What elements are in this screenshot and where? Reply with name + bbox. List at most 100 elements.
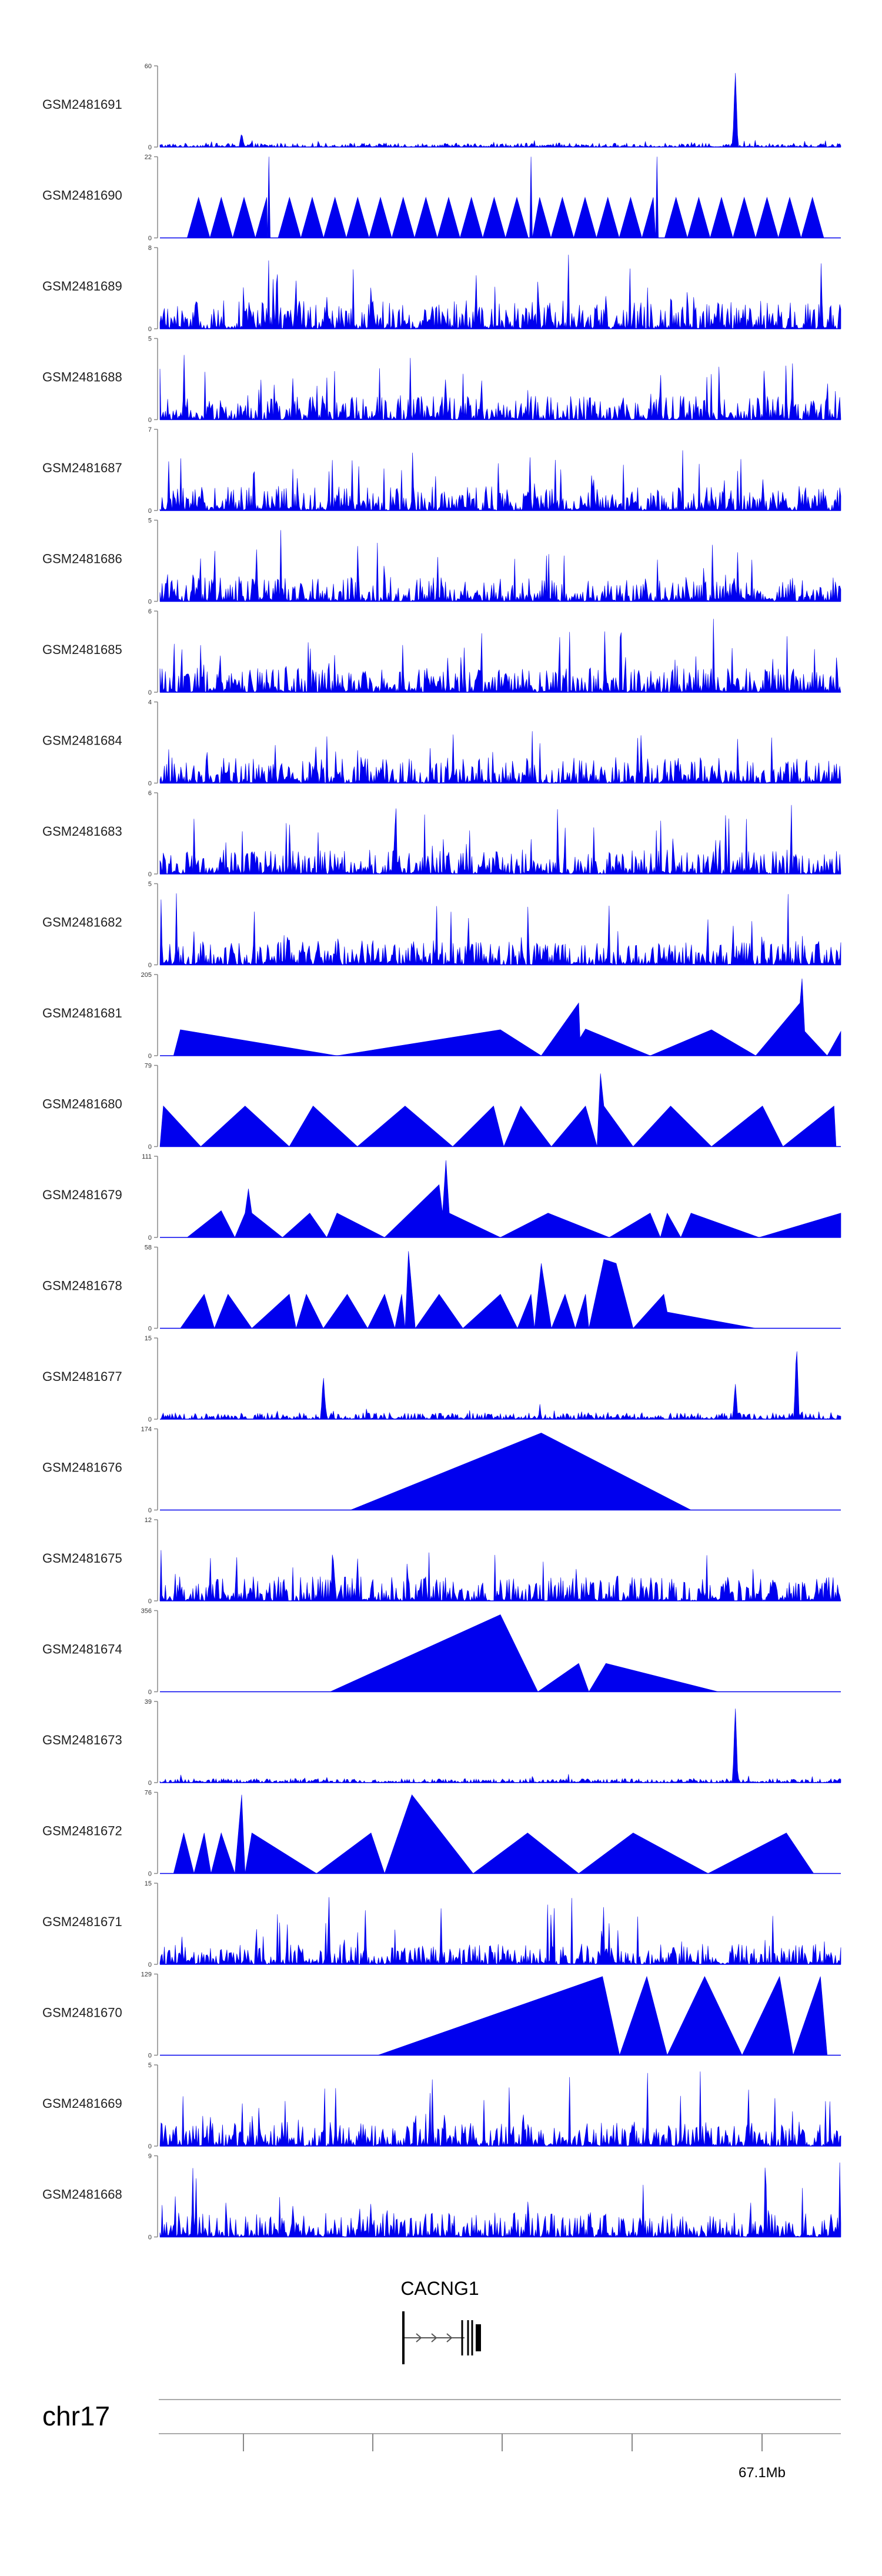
track-label: GSM2481669 (42, 2096, 122, 2111)
y-min-label: 0 (148, 1144, 152, 1151)
axis-position-label: 67.1Mb (739, 2465, 786, 2481)
gene-model: CACNG1 (400, 2278, 481, 2364)
track-label: GSM2481676 (42, 1460, 122, 1475)
coverage-area (159, 1073, 837, 1147)
y-max-label: 4 (148, 699, 152, 706)
track-label: GSM2481679 (42, 1187, 122, 1202)
coverage-area (350, 1433, 691, 1510)
y-max-label: 5 (148, 881, 152, 888)
y-min-label: 0 (148, 599, 152, 606)
track-label: GSM2481691 (42, 97, 122, 112)
coverage-area (159, 1351, 841, 1420)
coverage-area (159, 2071, 841, 2147)
track-GSM2481676: GSM2481676 174 0 (42, 1426, 841, 1514)
track-label: GSM2481682 (42, 915, 122, 930)
y-max-label: 5 (148, 2062, 152, 2069)
track-GSM2481683: GSM2481683 6 0 (42, 790, 841, 878)
track-GSM2481674: GSM2481674 356 0 (42, 1608, 841, 1696)
track-GSM2481680: GSM2481680 79 0 (42, 1063, 841, 1151)
track-GSM2481687: GSM2481687 7 0 (42, 426, 841, 515)
y-min-label: 0 (148, 1416, 152, 1423)
y-max-label: 6 (148, 790, 152, 797)
track-label: GSM2481688 (42, 370, 122, 385)
coverage-area (330, 1614, 719, 1693)
y-min-label: 0 (148, 780, 152, 788)
track-label: GSM2481670 (42, 2006, 122, 2020)
y-max-label: 174 (141, 1426, 152, 1433)
axis-ticks (243, 2434, 763, 2451)
y-max-label: 6 (148, 608, 152, 615)
track-label: GSM2481689 (42, 279, 122, 293)
track-GSM2481682: GSM2481682 5 0 (42, 881, 841, 969)
y-min-label: 0 (148, 1689, 152, 1696)
gene-exon-utr (476, 2324, 481, 2351)
track-label: GSM2481675 (42, 1551, 122, 1566)
y-min-label: 0 (148, 689, 152, 696)
coverage-area (159, 450, 841, 512)
track-GSM2481685: GSM2481685 6 0 (42, 608, 841, 696)
coverage-area (159, 1897, 841, 1966)
track-GSM2481673: GSM2481673 39 0 (42, 1699, 841, 1787)
track-GSM2481669: GSM2481669 5 0 (42, 2062, 841, 2150)
track-label: GSM2481683 (42, 824, 122, 839)
y-min-label: 0 (148, 1871, 152, 1878)
y-max-label: 5 (148, 336, 152, 343)
y-max-label: 79 (145, 1063, 152, 1070)
track-label: GSM2481678 (42, 1279, 122, 1293)
y-max-label: 7 (148, 426, 152, 433)
track-GSM2481691: GSM2481691 60 0 (42, 63, 841, 151)
track-GSM2481672: GSM2481672 76 0 (42, 1790, 841, 1878)
coverage-area (159, 731, 841, 784)
gene-name-label: CACNG1 (400, 2278, 479, 2299)
coverage-area (186, 156, 824, 239)
y-min-label: 0 (148, 962, 152, 969)
coverage-area (159, 2162, 841, 2238)
y-min-label: 0 (148, 417, 152, 424)
track-GSM2481684: GSM2481684 4 0 (42, 699, 841, 788)
track-label: GSM2481668 (42, 2187, 122, 2202)
y-min-label: 0 (148, 144, 152, 151)
track-GSM2481678: GSM2481678 58 0 (42, 1244, 841, 1333)
track-label: GSM2481687 (42, 461, 122, 475)
track-label: GSM2481680 (42, 1097, 122, 1112)
y-min-label: 0 (148, 235, 152, 242)
coverage-area (159, 355, 841, 421)
y-min-label: 0 (148, 1780, 152, 1787)
y-max-label: 60 (145, 63, 152, 70)
track-label: GSM2481677 (42, 1369, 122, 1384)
track-label: GSM2481674 (42, 1642, 122, 1657)
y-max-label: 9 (148, 2153, 152, 2160)
track-label: GSM2481685 (42, 642, 122, 657)
track-GSM2481689: GSM2481689 8 0 (42, 245, 841, 333)
y-min-label: 0 (148, 1326, 152, 1333)
y-min-label: 0 (148, 1507, 152, 1514)
y-max-label: 76 (145, 1790, 152, 1797)
track-GSM2481677: GSM2481677 15 0 (42, 1335, 841, 1423)
chromosome-axis: chr17 67.1Mb (42, 2399, 841, 2481)
y-max-label: 15 (145, 1335, 152, 1342)
track-label: GSM2481690 (42, 188, 122, 203)
track-GSM2481686: GSM2481686 5 0 (42, 518, 841, 606)
y-min-label: 0 (148, 326, 152, 333)
track-GSM2481668: GSM2481668 9 0 (42, 2153, 841, 2241)
track-label: GSM2481684 (42, 733, 122, 748)
coverage-area (377, 1976, 828, 2056)
y-max-label: 205 (141, 972, 152, 979)
coverage-area (173, 978, 841, 1056)
coverage-area (186, 1160, 841, 1238)
y-min-label: 0 (148, 2234, 152, 2241)
coverage-area (180, 1251, 756, 1329)
track-GSM2481670: GSM2481670 129 0 (42, 1971, 841, 2060)
track-label: GSM2481681 (42, 1006, 122, 1020)
coverage-area (159, 805, 841, 875)
coverage-area (173, 1794, 814, 1874)
coverage-area (159, 619, 841, 693)
track-label: GSM2481686 (42, 552, 122, 566)
coverage-area (159, 255, 841, 330)
y-max-label: 8 (148, 245, 152, 252)
coverage-tracks: GSM2481691600GSM2481690220GSM248168980GS… (42, 63, 841, 2241)
y-max-label: 111 (142, 1153, 152, 1160)
chromosome-label: chr17 (42, 2401, 110, 2431)
y-min-label: 0 (148, 2053, 152, 2060)
